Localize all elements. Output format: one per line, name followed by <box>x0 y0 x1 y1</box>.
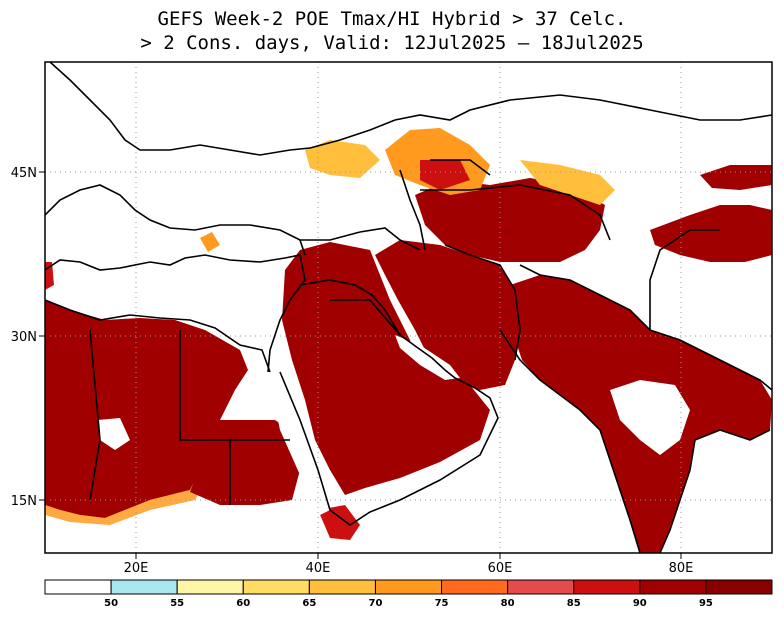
y-tick-label-30n: 30N <box>11 330 37 345</box>
prob-region-turkey-spot <box>200 232 220 252</box>
coastlines-borders <box>45 62 772 553</box>
prob-hole-red-sea <box>268 372 330 515</box>
probability-fill-layer <box>45 128 772 553</box>
prob-region-kazakh-inner <box>420 160 470 190</box>
prob-region-north-africa-east <box>175 420 300 505</box>
colorbar-level-label: 80 <box>501 598 515 609</box>
map-title-line-2: > 2 Cons. days, Valid: 12Jul2025 – 18Jul… <box>140 32 644 54</box>
prob-region-north-africa-edge <box>45 470 206 525</box>
colorbar: 50 55 60 65 70 75 80 85 90 95 <box>44 579 773 609</box>
x-tick-label-20e: 20E <box>124 561 149 576</box>
prob-region-xinjiang-orange <box>520 160 615 205</box>
prob-region-kazakh-orange-2 <box>305 140 380 178</box>
x-tick-label-80e: 80E <box>669 561 694 576</box>
y-tick-label-45n: 45N <box>11 166 37 181</box>
prob-hole-india-centre <box>610 380 690 455</box>
colorbar-swatch <box>441 579 509 595</box>
prob-region-yemen <box>318 505 360 540</box>
colorbar-swatch <box>507 579 575 595</box>
colorbar-level-label: 50 <box>104 598 118 609</box>
prob-region-china-north <box>700 165 772 190</box>
y-tick-label-15n: 15N <box>11 494 37 509</box>
colorbar-level-label: 65 <box>302 598 316 609</box>
colorbar-swatch <box>374 579 443 595</box>
prob-hole-egypt <box>98 418 130 450</box>
colorbar-swatch <box>176 579 244 595</box>
colorbar-level-label: 85 <box>567 598 581 609</box>
colorbar-swatch <box>639 579 707 595</box>
colorbar-level-label: 75 <box>435 598 449 609</box>
prob-region-central-asia <box>415 178 605 262</box>
axis-tick-marks <box>39 171 682 559</box>
colorbar-level-label: 55 <box>170 598 184 609</box>
colorbar-level-label: 70 <box>368 598 382 609</box>
prob-region-arabia <box>282 242 490 495</box>
map-title-line-1: GEFS Week-2 POE Tmax/HI Hybrid > 37 Celc… <box>157 8 627 30</box>
colorbar-level-label: 90 <box>633 598 647 609</box>
colorbar-swatch <box>308 579 376 595</box>
colorbar-swatch <box>242 579 310 595</box>
map-frame <box>44 61 773 554</box>
colorbar-swatch <box>573 579 641 595</box>
colorbar-swatch <box>110 579 178 595</box>
x-tick-label-40e: 40E <box>306 561 331 576</box>
colorbar-swatch <box>705 579 773 595</box>
colorbar-swatch <box>44 579 112 595</box>
colorbar-level-label: 95 <box>699 598 713 609</box>
colorbar-level-label: 60 <box>236 598 250 609</box>
map-gridlines <box>45 62 772 553</box>
x-tick-label-60e: 60E <box>488 561 513 576</box>
prob-region-iran <box>375 240 520 390</box>
